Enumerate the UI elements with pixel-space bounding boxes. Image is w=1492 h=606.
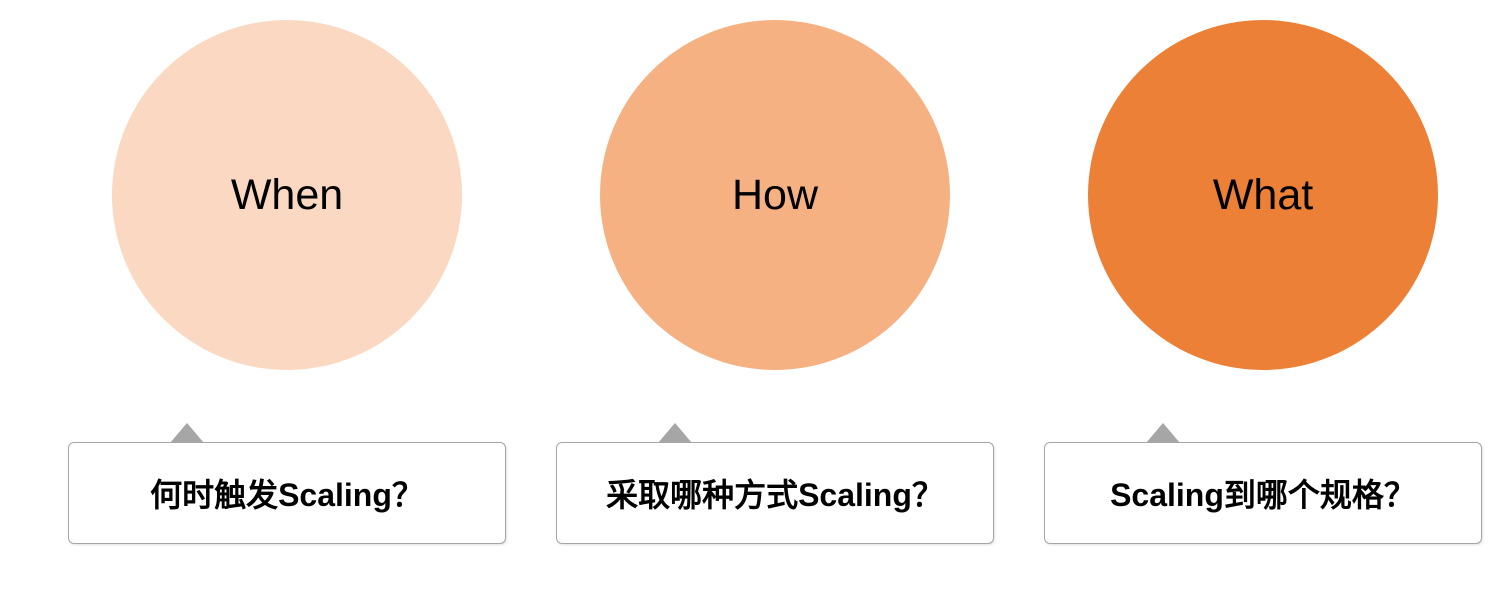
callout-box-when: 何时触发Scaling？ (68, 442, 506, 544)
item-when: When 何时触发Scaling？ (68, 20, 506, 544)
item-what: What Scaling到哪个规格？ (1044, 20, 1482, 544)
callout-text-what: Scaling到哪个规格？ (1110, 477, 1416, 513)
circle-label-how: How (732, 171, 818, 220)
item-how: How 采取哪种方式Scaling？ (556, 20, 994, 544)
circle-label-when: When (231, 171, 343, 220)
callout-pointer-icon (1148, 425, 1178, 443)
circle-how: How (600, 20, 950, 370)
circle-label-what: What (1213, 171, 1313, 220)
callout-box-what: Scaling到哪个规格？ (1044, 442, 1482, 544)
diagram-container: When 何时触发Scaling？ How 采取哪种方式Scaling？ Wha… (0, 0, 1492, 544)
callout-pointer-icon (660, 425, 690, 443)
circle-what: What (1088, 20, 1438, 370)
callout-box-how: 采取哪种方式Scaling？ (556, 442, 994, 544)
callout-how: 采取哪种方式Scaling？ (556, 425, 994, 544)
callout-text-how: 采取哪种方式Scaling？ (606, 477, 944, 513)
circle-when: When (112, 20, 462, 370)
callout-what: Scaling到哪个规格？ (1044, 425, 1482, 544)
callout-when: 何时触发Scaling？ (68, 425, 506, 544)
callout-pointer-icon (172, 425, 202, 443)
callout-text-when: 何时触发Scaling？ (150, 477, 424, 513)
